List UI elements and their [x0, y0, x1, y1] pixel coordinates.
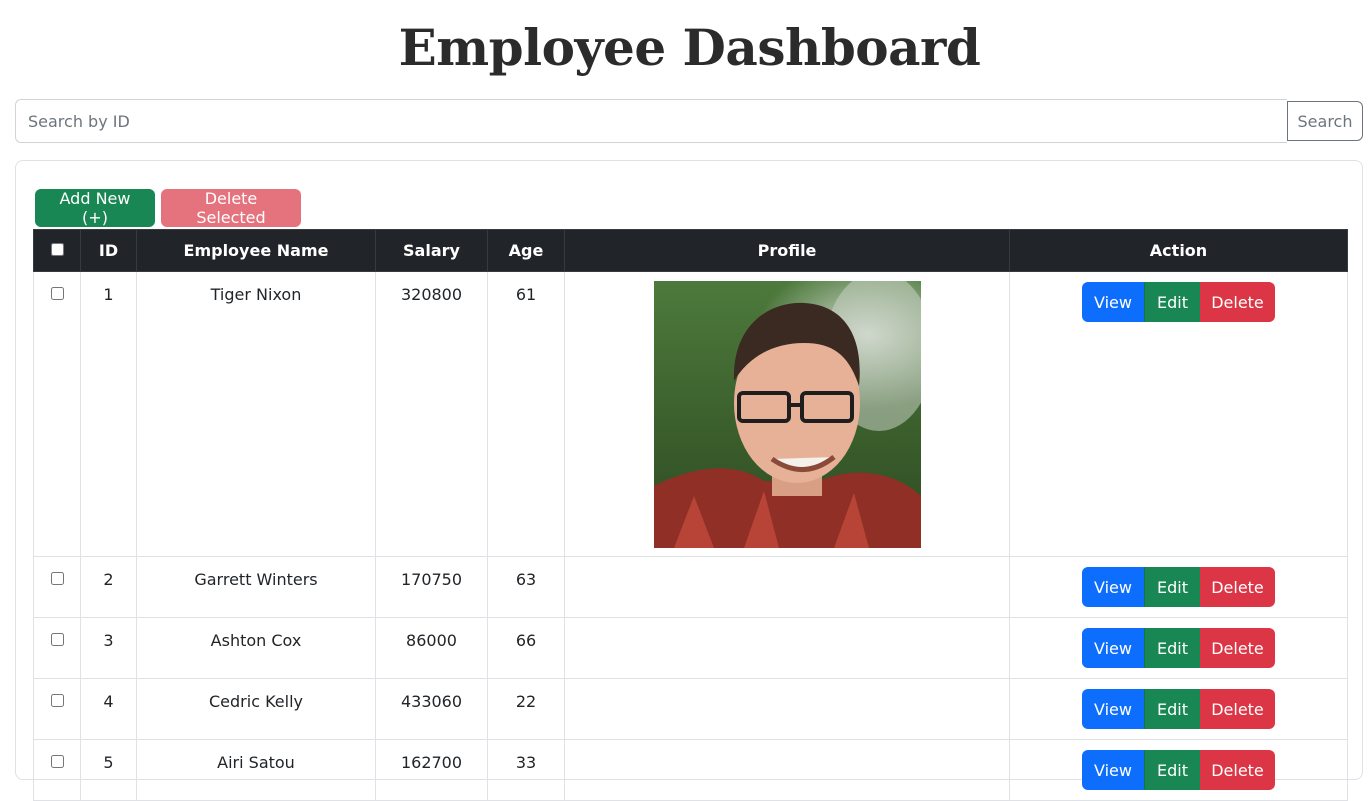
view-button[interactable]: View — [1082, 567, 1144, 607]
cell-actions: View Edit Delete — [1009, 271, 1348, 557]
column-header-profile: Profile — [564, 229, 1010, 272]
cell-name: Cedric Kelly — [136, 678, 376, 740]
view-button[interactable]: View — [1082, 282, 1144, 322]
cell-actions: View Edit Delete — [1009, 739, 1348, 801]
cell-id: 2 — [80, 556, 137, 618]
column-header-id[interactable]: ID — [80, 229, 137, 272]
row-select-cell — [33, 739, 81, 801]
column-header-salary[interactable]: Salary — [375, 229, 488, 272]
delete-button[interactable]: Delete — [1200, 750, 1275, 790]
table-row: 4 Cedric Kelly 433060 22 View Edit Delet… — [33, 678, 1348, 740]
employee-card: Add New (+) Delete Selected ID Employee … — [15, 160, 1363, 801]
table-row: 5 Airi Satou 162700 33 View Edit Delete — [33, 739, 1348, 801]
toolbar: Add New (+) Delete Selected — [35, 189, 301, 227]
cell-actions: View Edit Delete — [1009, 678, 1348, 740]
cell-salary: 170750 — [375, 556, 488, 618]
cell-name: Airi Satou — [136, 739, 376, 801]
row-checkbox[interactable] — [50, 572, 64, 585]
cell-age: 63 — [487, 556, 565, 618]
action-button-group: View Edit Delete — [1082, 750, 1275, 790]
cell-salary: 162700 — [375, 739, 488, 801]
table-body: 1 Tiger Nixon 320800 61 — [33, 271, 1348, 801]
action-button-group: View Edit Delete — [1082, 628, 1275, 668]
edit-button[interactable]: Edit — [1144, 628, 1200, 668]
row-select-cell — [33, 678, 81, 740]
cell-actions: View Edit Delete — [1009, 556, 1348, 618]
cell-actions: View Edit Delete — [1009, 617, 1348, 679]
action-button-group: View Edit Delete — [1082, 567, 1275, 607]
edit-button[interactable]: Edit — [1144, 282, 1200, 322]
view-button[interactable]: View — [1082, 628, 1144, 668]
row-checkbox[interactable] — [50, 694, 64, 707]
page-title: Employee Dashboard — [398, 18, 981, 77]
delete-button[interactable]: Delete — [1200, 689, 1275, 729]
employee-table: ID Employee Name Salary Age Profile Acti… — [33, 229, 1348, 801]
select-all-header — [33, 229, 81, 272]
cell-name: Tiger Nixon — [136, 271, 376, 557]
edit-button[interactable]: Edit — [1144, 689, 1200, 729]
cell-id: 4 — [80, 678, 137, 740]
action-button-group: View Edit Delete — [1082, 689, 1275, 729]
edit-button[interactable]: Edit — [1144, 750, 1200, 790]
table-row: 3 Ashton Cox 86000 66 View Edit Delete — [33, 617, 1348, 679]
delete-button[interactable]: Delete — [1200, 628, 1275, 668]
cell-profile — [564, 739, 1010, 801]
table-row: 1 Tiger Nixon 320800 61 — [33, 271, 1348, 557]
cell-id: 5 — [80, 739, 137, 801]
delete-selected-button[interactable]: Delete Selected — [161, 189, 301, 227]
row-select-cell — [33, 271, 81, 557]
row-select-cell — [33, 556, 81, 618]
cell-age: 61 — [487, 271, 565, 557]
cell-age: 66 — [487, 617, 565, 679]
cell-name: Garrett Winters — [136, 556, 376, 618]
view-button[interactable]: View — [1082, 689, 1144, 729]
cell-name: Ashton Cox — [136, 617, 376, 679]
row-checkbox[interactable] — [50, 755, 64, 768]
profile-photo — [653, 281, 921, 548]
cell-salary: 433060 — [375, 678, 488, 740]
column-header-action: Action — [1009, 229, 1348, 272]
column-header-name[interactable]: Employee Name — [136, 229, 376, 272]
row-checkbox[interactable] — [50, 633, 64, 646]
view-button[interactable]: View — [1082, 750, 1144, 790]
column-header-age[interactable]: Age — [487, 229, 565, 272]
search-button[interactable]: Search — [1287, 101, 1363, 141]
delete-button[interactable]: Delete — [1200, 567, 1275, 607]
edit-button[interactable]: Edit — [1144, 567, 1200, 607]
add-new-button[interactable]: Add New (+) — [35, 189, 155, 227]
cell-profile — [564, 556, 1010, 618]
table-row: 2 Garrett Winters 170750 63 View Edit De… — [33, 556, 1348, 618]
cell-salary: 320800 — [375, 271, 488, 557]
cell-profile — [564, 271, 1010, 557]
cell-age: 33 — [487, 739, 565, 801]
row-select-cell — [33, 617, 81, 679]
cell-profile — [564, 617, 1010, 679]
table-header-row: ID Employee Name Salary Age Profile Acti… — [33, 229, 1348, 272]
row-checkbox[interactable] — [50, 287, 64, 300]
select-all-checkbox[interactable] — [50, 243, 64, 256]
search-input[interactable] — [15, 99, 1287, 143]
delete-button[interactable]: Delete — [1200, 282, 1275, 322]
action-button-group: View Edit Delete — [1082, 282, 1275, 322]
cell-profile — [564, 678, 1010, 740]
cell-salary: 86000 — [375, 617, 488, 679]
person-photo-icon — [653, 281, 921, 548]
cell-age: 22 — [487, 678, 565, 740]
cell-id: 1 — [80, 271, 137, 557]
cell-id: 3 — [80, 617, 137, 679]
search-bar: Search — [15, 99, 1363, 143]
